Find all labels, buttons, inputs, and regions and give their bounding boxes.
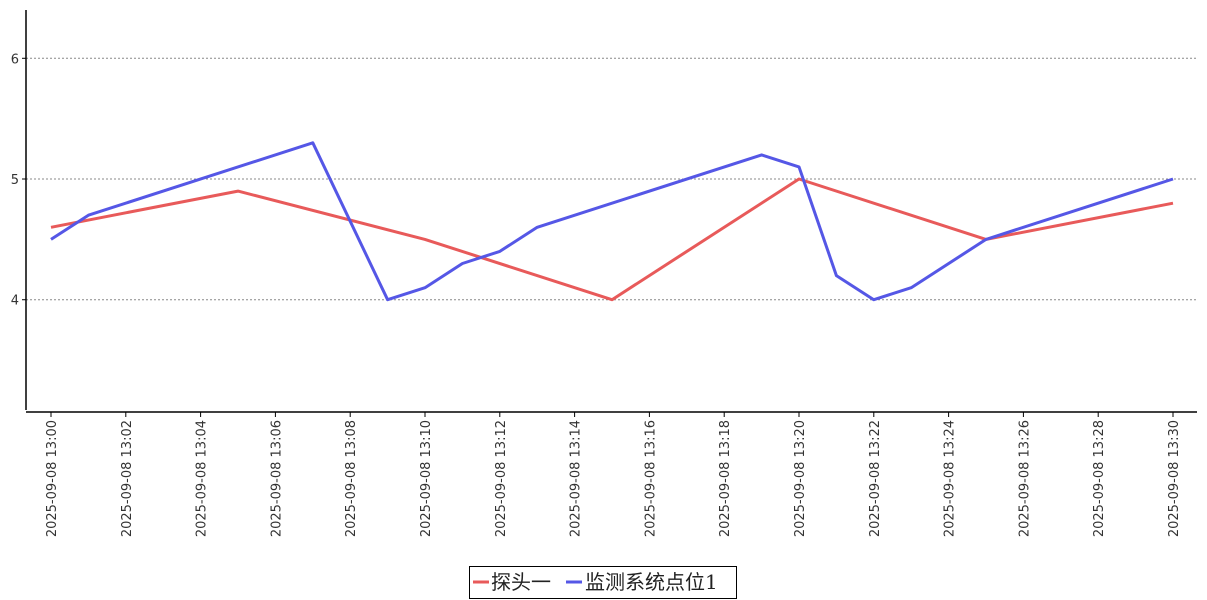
legend-box: [469, 566, 737, 599]
legend-label-2: 监测系统点位1: [585, 570, 718, 594]
y-tick-label: 4: [11, 294, 19, 309]
x-tick-label: 2025-09-08 13:08: [344, 420, 359, 537]
x-tick-label: 2025-09-08 13:26: [1017, 420, 1032, 537]
x-tick-label: 2025-09-08 13:22: [868, 420, 883, 537]
x-tick-label: 2025-09-08 13:06: [269, 420, 284, 537]
series-line-2: [50, 141, 1174, 302]
x-tick-label: 2025-09-08 13:28: [1092, 420, 1107, 537]
legend: 探头一 监测系统点位1: [469, 566, 737, 599]
series-line-1: [50, 177, 1174, 302]
x-tick-label: 2025-09-08 13:02: [120, 420, 135, 537]
x-tick-label: 2025-09-08 13:14: [569, 420, 584, 537]
x-tick-label: 2025-09-08 13:04: [195, 420, 210, 537]
x-ticks: 2025-09-08 13:00 2025-09-08 13:02 2025-09-…: [45, 412, 1182, 537]
y-ticks: 4 5 6: [11, 52, 26, 309]
x-tick-label: 2025-09-08 13:10: [419, 420, 434, 537]
x-tick-label: 2025-09-08 13:16: [643, 420, 658, 537]
x-tick-label: 2025-09-08 13:00: [45, 420, 60, 537]
y-tick-label: 5: [11, 173, 19, 188]
legend-label-1: 探头一: [491, 570, 551, 594]
x-tick-label: 2025-09-08 13:30: [1167, 420, 1182, 537]
axes: [25, 10, 1197, 413]
y-tick-label: 6: [11, 52, 19, 67]
x-tick-label: 2025-09-08 13:24: [943, 420, 958, 537]
x-tick-label: 2025-09-08 13:12: [494, 420, 509, 537]
x-tick-label: 2025-09-08 13:20: [793, 420, 808, 537]
series-lines: [50, 141, 1174, 302]
x-tick-label: 2025-09-08 13:18: [718, 420, 733, 537]
